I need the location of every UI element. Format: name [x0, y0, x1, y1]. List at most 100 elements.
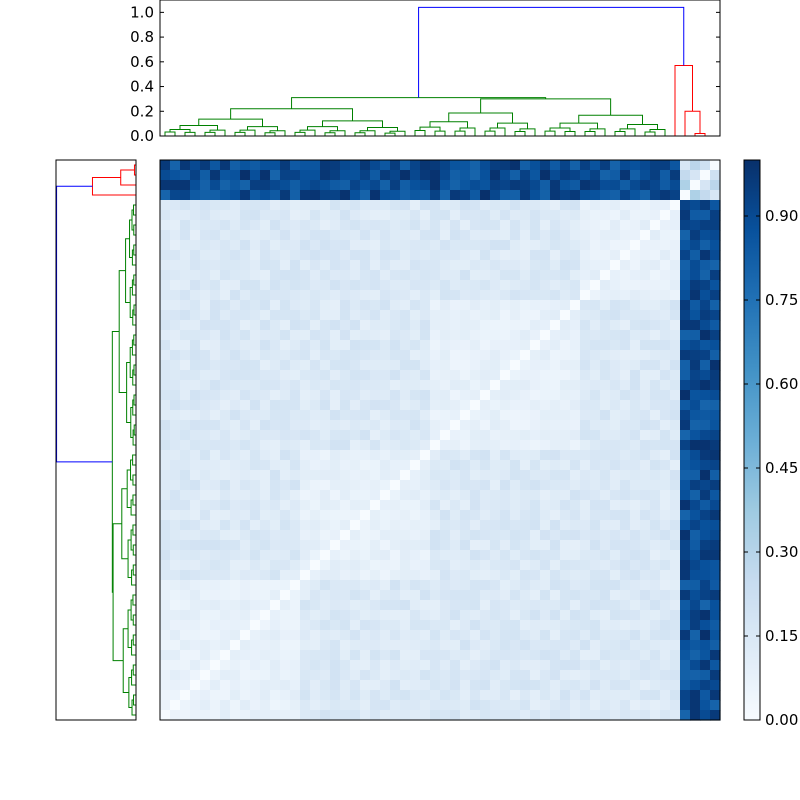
heatmap-cell: [460, 270, 471, 281]
heatmap-cell: [160, 580, 171, 591]
heatmap-cell: [550, 520, 561, 531]
heatmap-cell: [510, 490, 521, 501]
top-dendrogram-link: [185, 132, 195, 136]
heatmap-cell: [600, 310, 611, 321]
heatmap-cell: [230, 700, 241, 711]
heatmap-cell: [400, 600, 411, 611]
heatmap-cell: [480, 420, 491, 431]
heatmap-cell: [410, 680, 421, 691]
heatmap-cell: [190, 300, 201, 311]
heatmap-cell: [550, 270, 561, 281]
heatmap-cell: [690, 220, 701, 231]
heatmap-cell: [690, 250, 701, 261]
heatmap-cell: [690, 600, 701, 611]
heatmap-cell: [410, 270, 421, 281]
heatmap-cell: [230, 190, 241, 201]
heatmap-cell: [600, 710, 611, 721]
heatmap-cell: [420, 310, 431, 321]
heatmap-cell: [400, 580, 411, 591]
heatmap-cell: [220, 240, 231, 251]
heatmap-cell: [380, 600, 391, 611]
heatmap-cell: [530, 590, 541, 601]
heatmap-cell: [510, 710, 521, 721]
heatmap-cell: [660, 560, 671, 571]
heatmap-cell: [170, 670, 181, 681]
heatmap-cell: [240, 410, 251, 421]
heatmap-cell: [190, 240, 201, 251]
heatmap-cell: [200, 630, 211, 641]
heatmap-cell: [250, 580, 261, 591]
heatmap-cell: [550, 670, 561, 681]
heatmap-cell: [640, 280, 651, 291]
heatmap-cell: [580, 320, 591, 331]
heatmap-cell: [250, 450, 261, 461]
top-dendrogram-link: [300, 130, 315, 136]
heatmap-cell: [620, 360, 631, 371]
heatmap-cell: [580, 620, 591, 631]
heatmap-cell: [390, 260, 401, 271]
heatmap-cell: [240, 360, 251, 371]
heatmap-cell: [180, 650, 191, 661]
heatmap-cell: [600, 650, 611, 661]
heatmap-cell: [690, 210, 701, 221]
heatmap-cell: [250, 510, 261, 521]
heatmap-cell: [660, 290, 671, 301]
heatmap-cell: [210, 620, 221, 631]
heatmap-cell: [470, 550, 481, 561]
heatmap-cell: [160, 300, 171, 311]
heatmap-cell: [590, 540, 601, 551]
heatmap-cell: [440, 450, 451, 461]
heatmap-cell: [390, 450, 401, 461]
heatmap-cell: [370, 190, 381, 201]
heatmap-cell: [520, 530, 531, 541]
heatmap-cell: [180, 340, 191, 351]
heatmap-cell: [180, 660, 191, 671]
heatmap-cell: [640, 440, 651, 451]
heatmap-cell: [220, 550, 231, 561]
heatmap-cell: [330, 180, 341, 191]
heatmap-cell: [330, 260, 341, 271]
heatmap-cell: [360, 310, 371, 321]
heatmap-cell: [360, 670, 371, 681]
heatmap-cell: [200, 220, 211, 231]
heatmap-cell: [700, 520, 711, 531]
heatmap-cell: [500, 540, 511, 551]
heatmap-cell: [550, 440, 561, 451]
heatmap-cell: [300, 340, 311, 351]
heatmap-cell: [650, 380, 661, 391]
heatmap-cell: [560, 470, 571, 481]
heatmap-cell: [530, 250, 541, 261]
heatmap-cell: [270, 580, 281, 591]
heatmap-cell: [640, 310, 651, 321]
heatmap-cell: [650, 220, 661, 231]
heatmap-cell: [510, 520, 521, 531]
heatmap-cell: [580, 230, 591, 241]
heatmap-cell: [580, 640, 591, 651]
heatmap-cell: [390, 510, 401, 521]
heatmap-cell: [520, 200, 531, 211]
heatmap-cell: [270, 390, 281, 401]
heatmap-cell: [420, 590, 431, 601]
left-dendrogram: [57, 165, 136, 715]
heatmap-cell: [440, 280, 451, 291]
heatmap-cell: [340, 410, 351, 421]
heatmap-cell: [550, 500, 561, 511]
heatmap-cell: [560, 240, 571, 251]
heatmap-cell: [370, 540, 381, 551]
heatmap-cell: [200, 410, 211, 421]
heatmap-cell: [170, 420, 181, 431]
heatmap-cell: [460, 190, 471, 201]
heatmap-cell: [650, 560, 661, 571]
heatmap-cell: [380, 170, 391, 181]
heatmap-cell: [530, 710, 541, 721]
heatmap-cell: [680, 600, 691, 611]
heatmap-cell: [170, 390, 181, 401]
heatmap-cell: [620, 220, 631, 231]
heatmap-cell: [400, 160, 411, 171]
heatmap-cell: [510, 440, 521, 451]
heatmap-cell: [560, 270, 571, 281]
heatmap-cell: [670, 320, 681, 331]
heatmap-cell: [180, 670, 191, 681]
heatmap-cell: [360, 490, 371, 501]
heatmap-cell: [680, 570, 691, 581]
